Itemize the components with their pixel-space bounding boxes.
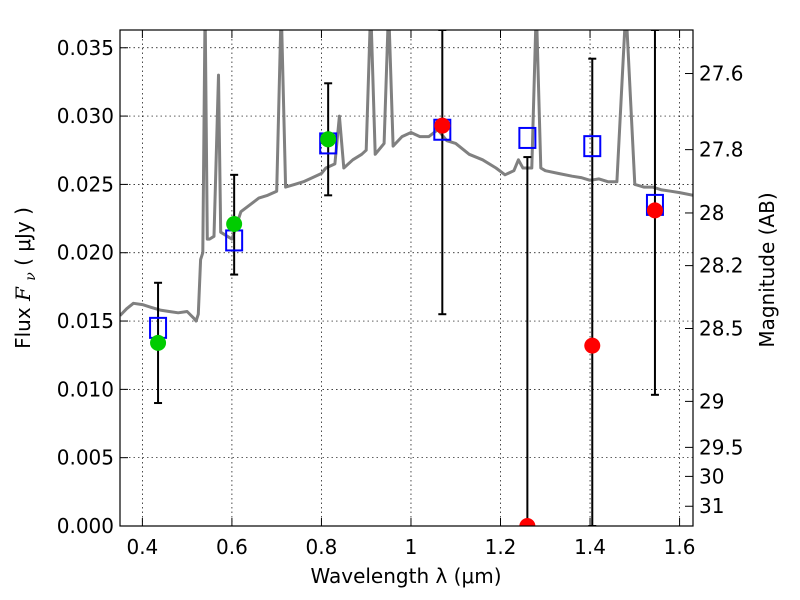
y-tick-label: 0.030 — [57, 104, 114, 128]
sed-line — [120, 30, 693, 323]
plot-area — [120, 30, 693, 323]
y2-tick-label: 27.8 — [699, 138, 744, 162]
y-axis-ticks: 0.000 0.005 0.010 0.015 0.020 0.025 0.030 0.035 — [57, 36, 128, 538]
y2-tick-label: 27.6 — [699, 62, 744, 86]
y2-tick-label: 29 — [699, 389, 724, 413]
y-axis-title: Flux F ν ( μJy ) — [11, 207, 40, 349]
x-tick-label: 1.6 — [664, 535, 696, 559]
detection-point — [226, 216, 243, 233]
y2-tick-label: 28 — [699, 201, 724, 225]
x-tick-label: 1.4 — [574, 535, 606, 559]
upper-limit-point — [519, 518, 536, 526]
x-tick-label: 0.8 — [306, 535, 338, 559]
model-flux-box — [583, 135, 602, 158]
y-tick-label: 0.000 — [57, 514, 114, 538]
detection-point — [320, 131, 337, 148]
plot-frame — [119, 29, 694, 527]
y-axis-title-subscript: ν — [23, 272, 39, 281]
y2-axis-ticks: 27.6 27.8 28 28.2 28.5 29 29.5 30 31 — [685, 62, 744, 518]
y2-tick-label: 28.5 — [699, 316, 744, 340]
y-axis-title-suffix: ( μJy ) — [11, 207, 35, 266]
y2-axis-title: Magnitude (AB) — [755, 192, 779, 347]
y-tick-label: 0.025 — [57, 172, 114, 196]
y-tick-label: 0.010 — [57, 377, 114, 401]
upper-limit-point — [646, 202, 663, 219]
x-tick-label: 1 — [405, 535, 418, 559]
model-flux-box — [518, 126, 537, 149]
y-tick-label: 0.005 — [57, 446, 114, 470]
upper-limit-point — [434, 117, 451, 134]
y-axis-title-prefix: Flux — [11, 301, 35, 349]
upper-limit-point — [584, 337, 601, 354]
x-tick-label: 0.4 — [126, 535, 158, 559]
y2-tick-label: 31 — [699, 494, 724, 518]
x-axis-title: Wavelength λ (μm) — [310, 564, 501, 588]
y2-tick-label: 30 — [699, 464, 724, 488]
markers — [149, 30, 664, 526]
y2-tick-label: 29.5 — [699, 435, 744, 459]
y-tick-label: 0.015 — [57, 309, 114, 333]
y-tick-label: 0.020 — [57, 241, 114, 265]
x-axis-ticks: 0.4 0.6 0.8 1 1.2 1.4 1.6 — [126, 30, 695, 559]
y2-tick-label: 28.2 — [699, 254, 744, 278]
y-axis-title-symbol: F — [11, 286, 35, 302]
detection-point — [150, 334, 167, 351]
y-tick-label: 0.035 — [57, 36, 114, 60]
x-tick-label: 1.2 — [485, 535, 517, 559]
x-tick-label: 0.6 — [216, 535, 248, 559]
